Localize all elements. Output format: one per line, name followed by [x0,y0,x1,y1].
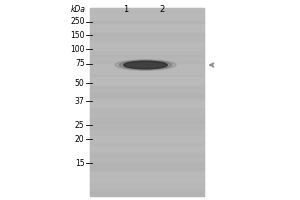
Bar [90,80,204,83]
Bar [90,187,204,190]
Bar [90,115,204,118]
Bar [90,162,204,165]
Bar [90,89,204,93]
Text: 25: 25 [75,120,85,130]
Bar [90,77,204,80]
Text: 15: 15 [75,158,85,168]
Bar [90,14,204,17]
Bar [90,99,204,102]
Bar [90,155,204,158]
Bar [90,136,204,140]
Bar [90,118,204,121]
Bar [90,133,204,136]
Text: kDa: kDa [70,5,86,14]
Bar [90,111,204,115]
Text: 50: 50 [75,78,85,88]
Bar [90,130,204,133]
Text: 20: 20 [75,134,85,144]
Text: 37: 37 [75,97,85,106]
Bar [90,24,204,27]
Bar [90,61,204,64]
Bar [90,190,204,193]
Bar [90,143,204,146]
Bar [90,33,204,36]
Bar [90,68,204,71]
Bar [90,93,204,96]
Bar [90,27,204,30]
Bar [90,108,204,111]
Bar [90,96,204,99]
Bar [90,124,204,127]
Ellipse shape [115,60,176,70]
Bar [90,171,204,174]
Bar [90,105,204,108]
Bar [90,42,204,46]
Bar [90,177,204,180]
Bar [90,83,204,86]
Bar [90,71,204,74]
Bar [90,102,204,105]
Bar [90,121,204,124]
Bar [90,183,204,187]
Bar [90,127,204,130]
Bar [90,39,204,42]
Text: 1: 1 [123,5,129,14]
Bar [90,86,204,89]
Text: 2: 2 [159,5,165,14]
Bar [90,152,204,155]
Ellipse shape [119,60,172,70]
Bar [90,74,204,77]
Bar [90,30,204,33]
Bar [90,8,204,11]
Bar [90,64,204,68]
Bar [90,11,204,14]
Bar [90,146,204,149]
Bar [90,52,204,55]
Bar [90,46,204,49]
Bar [90,180,204,183]
Text: 100: 100 [70,45,85,53]
Bar [90,165,204,168]
Text: 250: 250 [70,18,85,26]
Bar [90,21,204,24]
Bar [90,49,204,52]
Bar [90,58,204,61]
Bar [90,140,204,143]
Text: 150: 150 [70,30,85,40]
Bar [90,149,204,152]
Bar [90,174,204,177]
Bar [90,158,204,162]
Bar [90,17,204,21]
Bar [90,36,204,39]
Bar [90,55,204,58]
Bar [90,168,204,171]
Bar [90,8,204,196]
Bar [90,193,204,196]
Ellipse shape [124,61,167,69]
Text: 75: 75 [75,60,85,68]
